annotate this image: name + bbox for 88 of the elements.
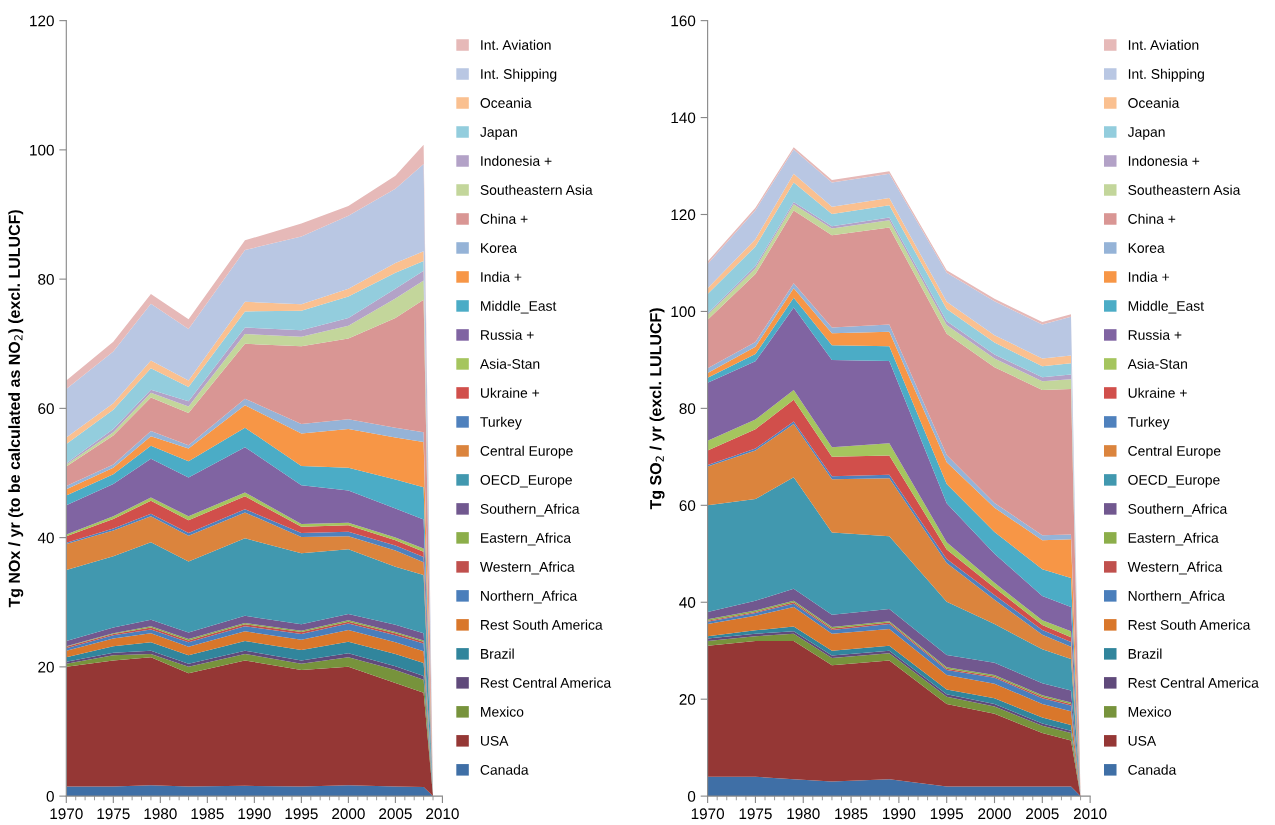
legend-label: Middle_East — [1128, 300, 1204, 314]
x-tick-label: 1995 — [930, 808, 964, 820]
legend-label: Ukraine + — [1128, 387, 1187, 398]
x-tick-label: 1985 — [835, 808, 868, 820]
y-tick-label: 0 — [687, 790, 696, 802]
legend-label: Southern_Africa — [1128, 503, 1228, 517]
legend-label: Indonesia + — [1128, 155, 1200, 166]
legend-label: Southeastern Asia — [1128, 184, 1241, 195]
y-tick-label: 60 — [679, 500, 696, 511]
legend-label: China + — [480, 213, 528, 224]
x-tick-label: 1990 — [883, 808, 916, 820]
x-tick-label: 1975 — [739, 808, 772, 820]
legend-label: Int. Shipping — [1128, 68, 1204, 82]
y-tick-label: 40 — [679, 597, 696, 608]
y-tick-label: 160 — [671, 15, 696, 27]
x-tick-label: 1995 — [285, 808, 318, 820]
legend-label: Rest Central America — [481, 677, 612, 688]
legend-label: Int. Aviation — [1128, 39, 1199, 50]
legend-label: Oceania — [480, 97, 532, 108]
legend-label: Japan — [480, 127, 517, 140]
legend-label: India + — [1128, 271, 1170, 282]
legend-label: Canada — [480, 764, 529, 775]
x-tick-label: 1980 — [787, 808, 820, 820]
legend-label: Brazil — [481, 648, 514, 659]
x-tick-label: 2010 — [1073, 808, 1107, 820]
legend-label: Brazil — [1128, 648, 1162, 659]
y-tick-label: 140 — [671, 112, 696, 124]
legend-label: Russia + — [481, 329, 534, 340]
legend-label: OECD_Europe — [1128, 475, 1220, 488]
y-tick-label: 60 — [38, 403, 54, 415]
legend-label: Japan — [1127, 127, 1165, 140]
legend-label: Asia-Stan — [1127, 358, 1187, 369]
legend-label: Rest South America — [481, 619, 603, 630]
legend-label: Eastern_Africa — [481, 532, 572, 546]
x-tick-label: 1980 — [144, 808, 177, 820]
legend-label: Turkey — [1127, 416, 1170, 430]
legend-label: Int. Shipping — [481, 68, 557, 82]
legend-label: Western_Africa — [479, 561, 575, 575]
legend-label: USA — [481, 735, 509, 746]
legend-label: Eastern_Africa — [1128, 532, 1219, 546]
legend-label: Mexico — [1128, 706, 1172, 717]
y-tick-label: 20 — [38, 661, 54, 673]
legend-label: Northern_Africa — [1128, 590, 1225, 604]
legend-label: OECD_Europe — [480, 475, 572, 488]
legend-label: China + — [1128, 213, 1176, 224]
y-tick-label: 120 — [30, 15, 54, 27]
x-tick-label: 1985 — [191, 808, 224, 820]
y-tick-label: 120 — [671, 209, 696, 221]
legend-label: Central Europe — [1128, 445, 1221, 459]
y-tick-label: 40 — [37, 532, 54, 544]
legend-label: Middle_East — [481, 300, 557, 314]
legend-label: Southeastern Asia — [480, 184, 593, 195]
legend-label: Ukraine + — [481, 387, 540, 398]
y-tick-label: 20 — [679, 694, 696, 705]
y-tick-label: 100 — [671, 306, 696, 318]
y-tick-label: 80 — [679, 403, 696, 415]
legend-label: Rest Central America — [1128, 677, 1259, 688]
legend-label: India + — [481, 271, 522, 282]
y-tick-label: 80 — [38, 273, 54, 285]
legend-label: Russia + — [1128, 329, 1182, 340]
y-tick-label: 0 — [46, 790, 54, 802]
legend-label: Int. Aviation — [481, 39, 551, 50]
y-axis-title: Tg SO$_{2}$ / yr (excl. LULUCF) — [649, 308, 665, 510]
x-tick-label: 2010 — [426, 808, 459, 820]
x-tick-label: 2005 — [379, 808, 412, 820]
y-axis-title: Tg NOx / yr (to be calculated as NO$_{2}$) (excl. LULUCF) — [8, 210, 24, 608]
x-tick-label: 1990 — [238, 808, 271, 820]
x-tick-label: 1970 — [691, 808, 725, 820]
legend-label: Turkey — [480, 416, 522, 430]
legend-label: Western_Africa — [1127, 561, 1223, 575]
legend-label: Central Europe — [480, 445, 573, 459]
x-tick-label: 2000 — [978, 808, 1011, 820]
legend-label: Oceania — [1128, 97, 1180, 108]
legend-label: Southern_Africa — [480, 503, 580, 517]
legend-label: Canada — [1128, 764, 1177, 775]
legend-label: Northern_Africa — [481, 590, 578, 604]
x-tick-label: 1975 — [97, 808, 130, 820]
legend-label: USA — [1128, 735, 1157, 746]
legend-label: Indonesia + — [481, 155, 552, 166]
legend-label: Asia-Stan — [479, 358, 540, 369]
x-tick-label: 1970 — [50, 808, 83, 820]
legend-label: Korea — [481, 243, 517, 253]
legend-label: Mexico — [481, 706, 524, 717]
x-tick-label: 2005 — [1026, 808, 1059, 820]
legend-label: Rest South America — [1128, 619, 1251, 630]
legend-label: Korea — [1128, 243, 1165, 253]
y-tick-label: 100 — [30, 144, 54, 156]
x-tick-label: 2000 — [332, 808, 365, 820]
